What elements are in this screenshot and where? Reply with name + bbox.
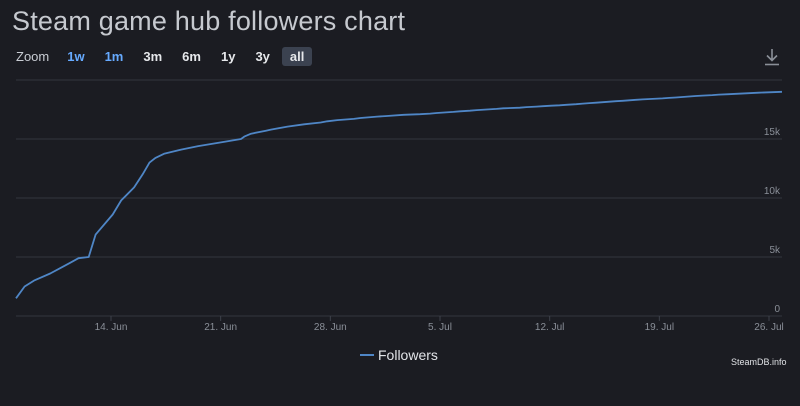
zoom-6m-button[interactable]: 6m <box>182 48 201 64</box>
x-tick-label: 19. Jul <box>645 322 674 333</box>
credits-link[interactable]: SteamDB.info <box>731 357 787 367</box>
x-tick-label: 12. Jul <box>535 322 564 333</box>
zoom-1y-button[interactable]: 1y <box>220 48 236 64</box>
y-tick-label: 10k <box>764 186 781 197</box>
zoom-label: Zoom <box>16 48 50 64</box>
x-tick-label: 14. Jun <box>95 322 128 333</box>
zoom-all-button[interactable]: all <box>281 46 313 66</box>
y-tick-label: 5k <box>769 245 781 256</box>
zoom-1w-button[interactable]: 1w <box>67 48 85 64</box>
legend-label: Followers <box>378 347 438 363</box>
zoom-3m-button[interactable]: 3m <box>143 48 163 64</box>
series-line-followers <box>15 90 783 299</box>
x-tick-label: 5. Jul <box>428 322 452 333</box>
legend-line-marker <box>360 354 374 356</box>
zoom-1m-button[interactable]: 1m <box>104 48 124 64</box>
download-icon[interactable] <box>762 47 782 67</box>
zoom-3y-button[interactable]: 3y <box>255 48 270 64</box>
y-tick-label: 0 <box>774 304 780 315</box>
x-tick-label: 26. Jul <box>754 322 783 333</box>
page-title: Steam game hub followers chart <box>12 6 406 36</box>
zoom-bar: Zoom 1w 1m 3m 6m 1y 3y all <box>16 46 316 66</box>
y-tick-label: 15k <box>764 127 781 138</box>
x-tick-label: 28. Jun <box>314 322 347 333</box>
legend-followers[interactable]: Followers <box>360 347 438 363</box>
x-tick-label: 21. Jun <box>204 322 237 333</box>
